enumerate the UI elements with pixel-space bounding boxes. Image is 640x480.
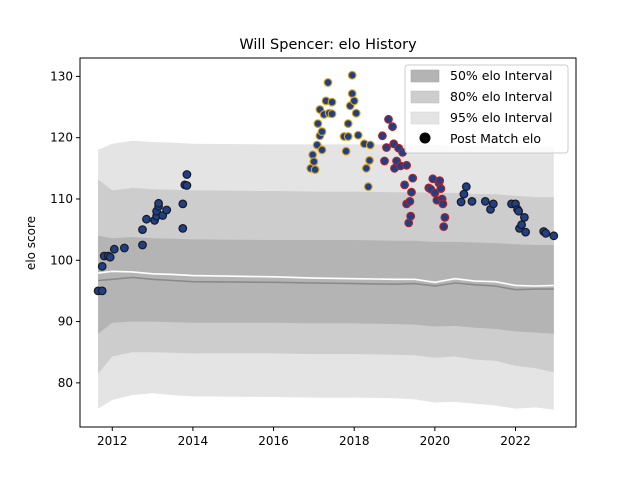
x-tick-label-2016: 2016 [258,434,289,448]
legend-frame [404,64,569,154]
elo-point-102 [549,231,559,241]
y-tick-label-110: 110 [50,192,73,206]
legend-swatch-80 [410,90,440,104]
elo-point-38 [327,109,337,119]
elo-point-101 [541,228,551,238]
legend: 50% elo Interval 80% elo Interval 95% el… [404,64,569,154]
elo-point-9 [138,225,147,235]
plot-area [93,70,559,410]
elo-point-1 [97,286,107,296]
mean-line [97,270,554,287]
elo-point-41 [343,132,353,141]
elo-point-35 [323,78,333,87]
elo-point-15 [154,198,164,208]
elo-point-87 [461,182,471,192]
axes: 2012 2014 2016 2018 2020 2022 80 90 100 110 120 130 [50,69,531,448]
elo-point-56 [382,143,391,152]
elo-point-86 [459,189,469,199]
elo-point-80 [436,184,446,194]
elo-point-25 [309,157,319,167]
legend-label-points: Post Match elo [450,131,541,146]
elo-point-10 [142,214,151,224]
elo-point-82 [438,199,448,209]
elo-point-89 [480,196,490,206]
x-tick-label-2018: 2018 [339,434,370,448]
elo-point-52 [365,155,374,165]
median-line [98,276,554,291]
elo-point-55 [380,156,389,166]
elo-point-50 [361,163,371,173]
elo-point-48 [353,130,363,140]
elo-point-45 [347,70,357,80]
elo-point-5 [105,252,115,262]
elo-point-65 [400,180,410,190]
y-tick-label-130: 130 [50,69,73,83]
elo-point-19 [178,199,188,209]
elo-point-70 [406,211,416,221]
elo-point-97 [517,220,526,230]
elo-point-31 [317,127,327,137]
elo-point-84 [440,212,450,222]
legend-marker-points [419,132,431,144]
x-tick-label-2022: 2022 [500,434,531,448]
elo-point-71 [407,187,416,197]
legend-label-50: 50% elo Interval [450,68,552,83]
elo-point-91 [488,199,498,209]
elo-point-17 [162,205,172,215]
elo-point-53 [365,140,375,150]
elo-point-46 [349,96,359,106]
elo-point-98 [520,212,529,222]
band-50 [98,235,554,334]
elo-point-79 [435,176,445,186]
elo-point-95 [514,206,524,216]
elo-point-51 [363,182,373,192]
elo-point-54 [378,131,387,141]
elo-point-22 [182,170,192,179]
elo-point-57 [384,114,393,124]
elo-point-7 [119,243,129,253]
y-tick-label-100: 100 [50,253,73,267]
elo-point-83 [439,222,449,232]
elo-point-6 [109,244,119,254]
elo-point-99 [521,227,530,237]
elo-point-28 [313,119,323,128]
elo-point-85 [456,197,466,207]
elo-point-18 [178,223,188,233]
legend-label-80: 80% elo Interval [450,89,552,104]
elo-point-26 [310,165,320,175]
legend-swatch-50 [410,69,440,83]
y-axis-label: elo score [24,216,38,270]
elo-point-47 [351,108,361,118]
x-tick-label-2014: 2014 [178,434,209,448]
elo-point-88 [467,196,477,206]
legend-swatch-95 [410,111,440,125]
chart-title: Will Spencer: elo History [239,37,417,53]
elo-point-2 [97,262,107,271]
elo-point-72 [408,173,418,183]
y-tick-label-80: 80 [58,376,73,390]
legend-label-95: 95% elo Interval [450,110,552,125]
elo-point-32 [317,145,327,155]
y-tick-label-90: 90 [58,315,73,329]
elo-point-40 [341,146,351,156]
elo-point-8 [138,240,147,250]
elo-point-44 [347,89,357,98]
x-tick-label-2012: 2012 [97,434,128,448]
elo-point-37 [327,97,337,107]
elo-point-21 [182,181,192,190]
elo-point-67 [402,160,412,170]
elo-point-42 [343,119,353,128]
y-tick-label-120: 120 [50,131,73,145]
plot-frame [79,57,577,428]
elo-point-58 [388,122,397,132]
elo-point-69 [405,196,415,206]
x-tick-label-2020: 2020 [420,434,451,448]
